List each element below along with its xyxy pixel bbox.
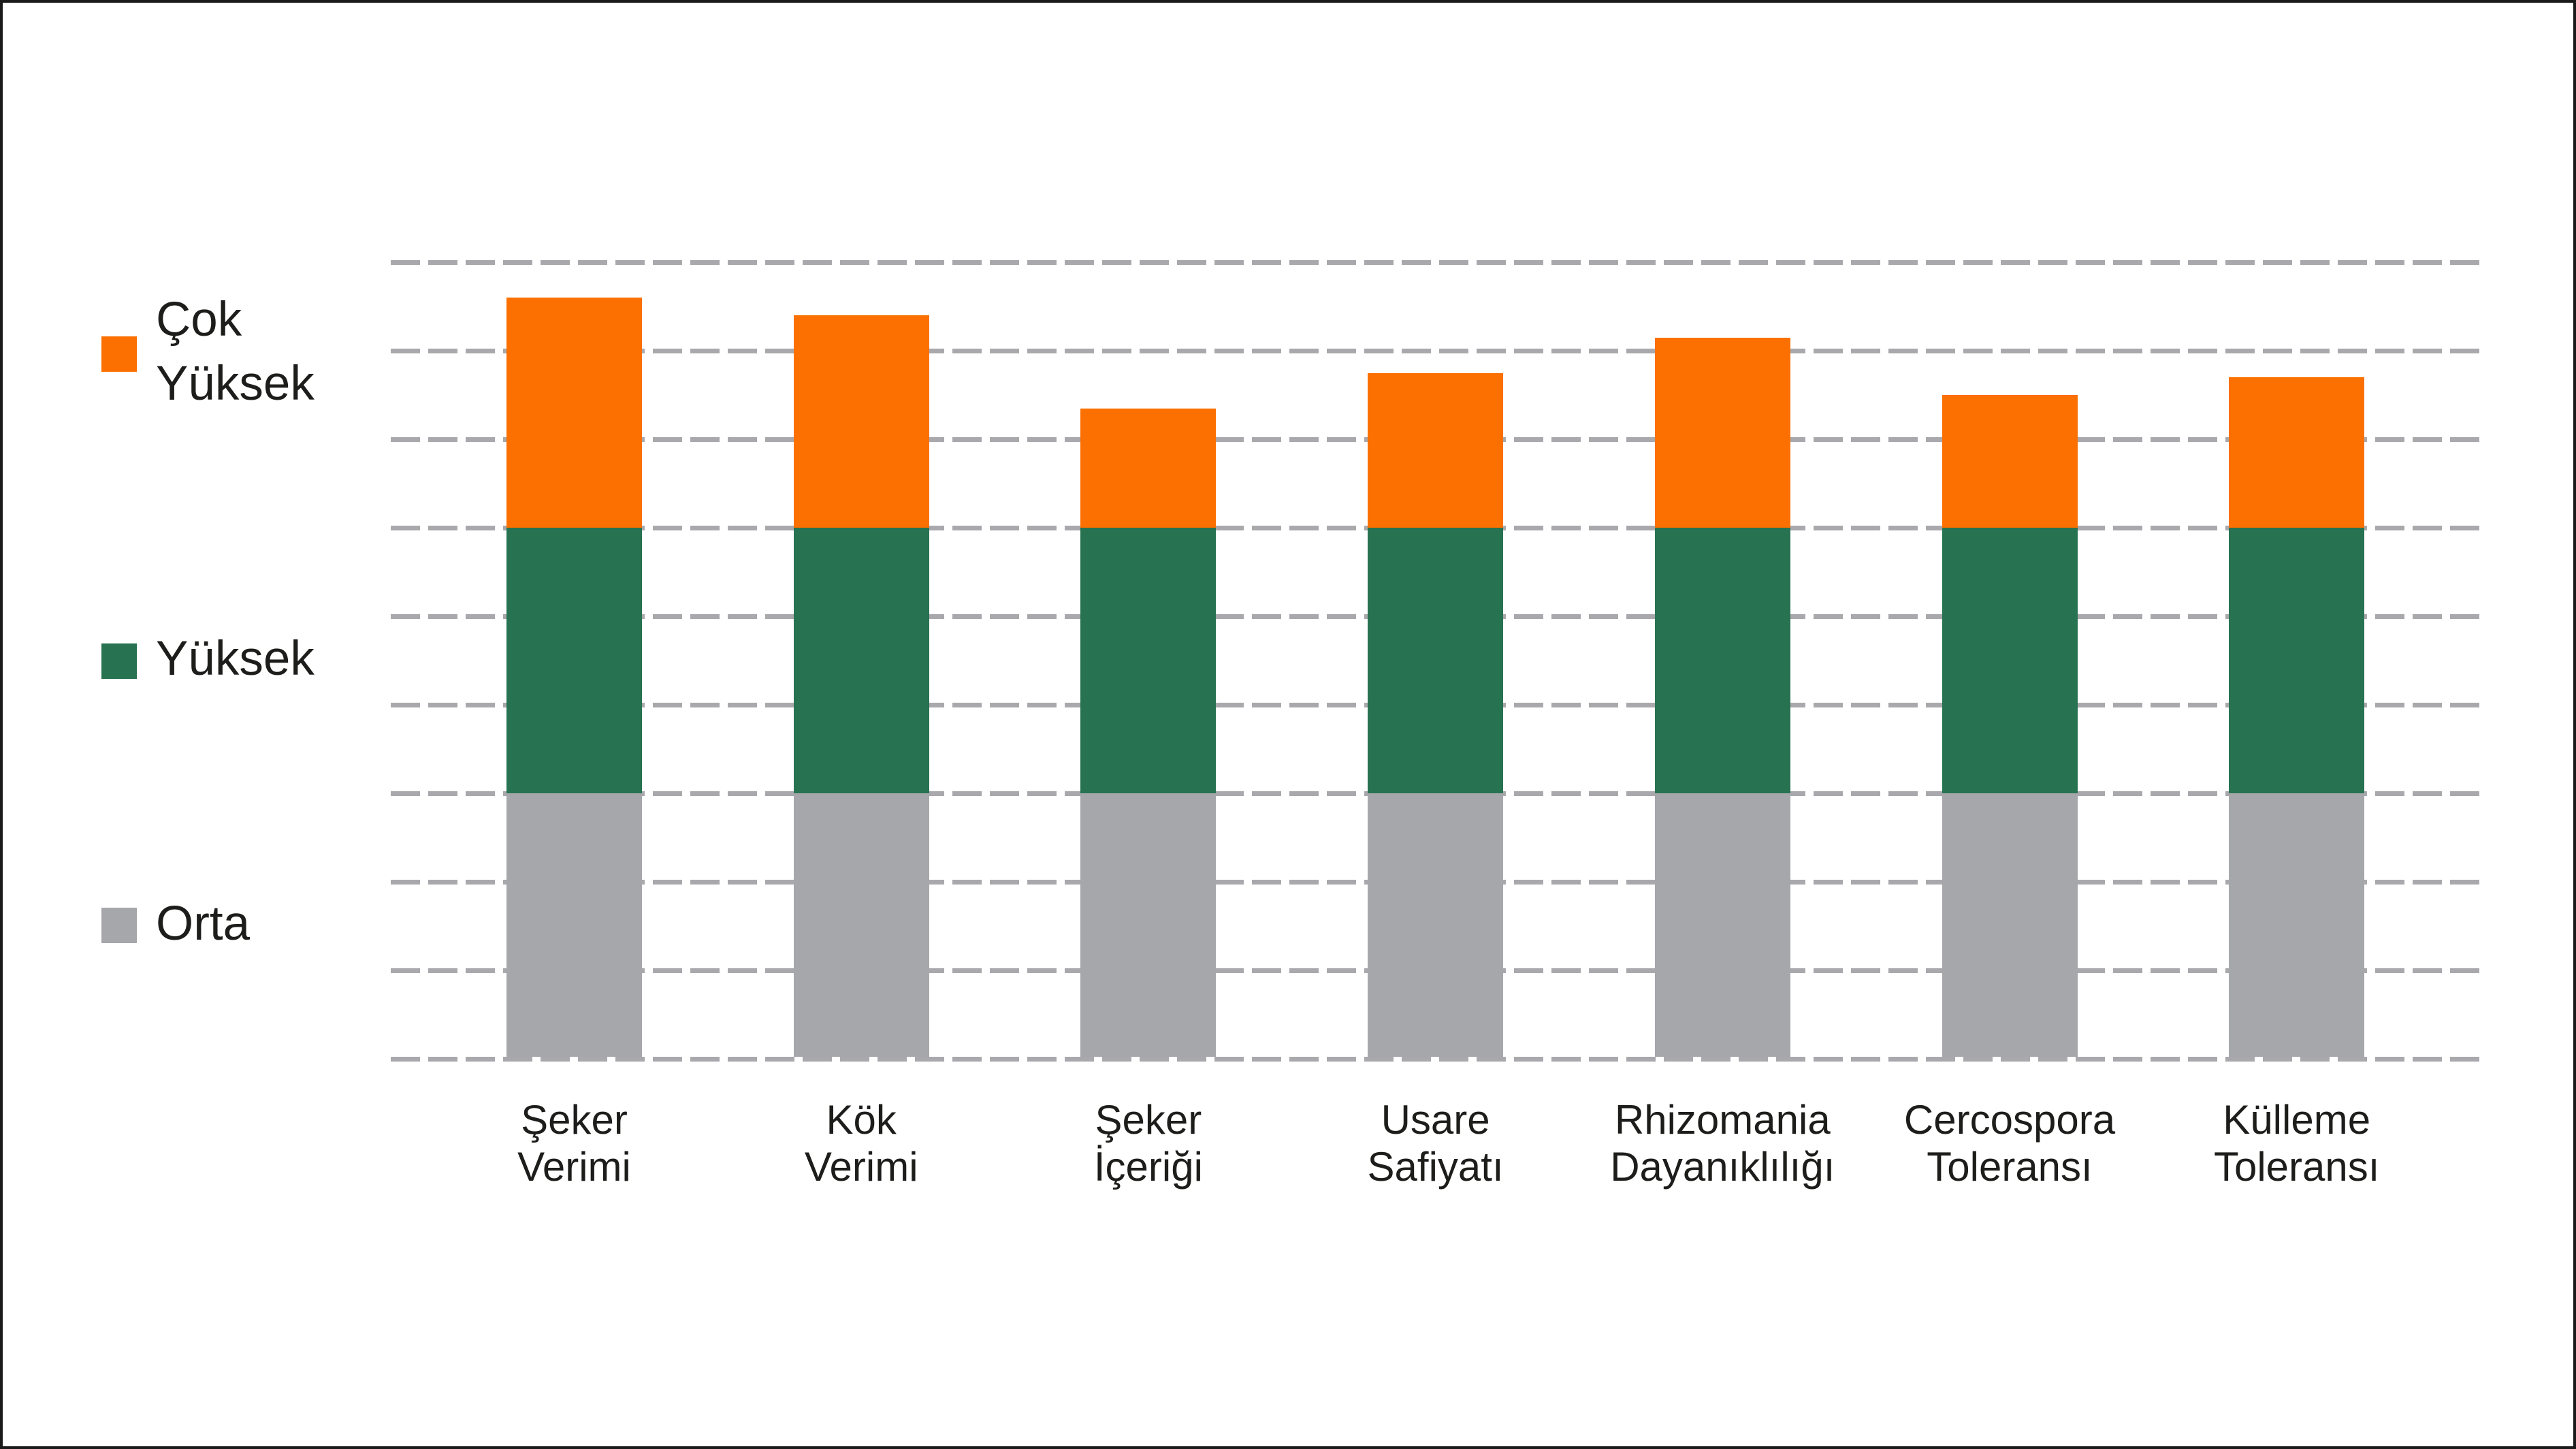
category-label-line: Külleme — [2223, 1097, 2371, 1143]
bar-segment-orta-seker-icerigi — [1080, 793, 1217, 1059]
category-label-line: Toleransı — [2213, 1144, 2380, 1190]
legend-label-line: Orta — [156, 897, 251, 951]
legend-label-yuksek: Yüksek — [156, 627, 315, 691]
category-label-line: Toleransı — [1927, 1144, 2093, 1190]
bar-segment-cok-yuksek-cercospora-toleransi — [1942, 395, 2078, 528]
bar-segment-yuksek-rhizomania-dayanikliligi — [1654, 528, 1790, 793]
category-label-kok-verimi: Kök Verimi — [711, 1096, 1011, 1190]
category-label-line: Usare — [1381, 1097, 1490, 1143]
category-label-seker-verimi: Şeker Verimi — [425, 1096, 724, 1190]
bar-segment-yuksek-cercospora-toleransi — [1942, 528, 2078, 793]
legend-label-line: Çok — [156, 293, 242, 347]
category-label-line: Dayanıklılığı — [1610, 1144, 1835, 1190]
legend-swatch-cok-yuksek — [101, 336, 137, 372]
category-label-usare-safiyati: Usare Safiyatı — [1286, 1096, 1585, 1190]
gridline — [391, 259, 2481, 265]
category-label-line: Şeker — [1095, 1097, 1202, 1143]
bar-segment-orta-kulleme-toleransi — [2229, 793, 2365, 1059]
category-label-line: Rhizomania — [1614, 1097, 1831, 1143]
bar-segment-cok-yuksek-seker-icerigi — [1080, 408, 1217, 528]
legend-label-orta: Orta — [156, 892, 250, 956]
baseline-gridline — [391, 1056, 2481, 1062]
bar-segment-cok-yuksek-rhizomania-dayanikliligi — [1654, 337, 1790, 528]
bar-segment-yuksek-usare-safiyati — [1368, 528, 1504, 793]
bar-segment-orta-kok-verimi — [793, 793, 929, 1059]
category-label-seker-icerigi: Şeker İçeriği — [999, 1096, 1298, 1190]
bar-segment-cok-yuksek-seker-verimi — [506, 298, 642, 528]
bar-segment-orta-cercospora-toleransi — [1942, 793, 2078, 1059]
category-label-line: Verimi — [804, 1144, 918, 1190]
legend-label-cok-yuksek: Çok Yüksek — [156, 288, 315, 416]
bar-segment-cok-yuksek-usare-safiyati — [1368, 372, 1504, 528]
category-label-line: Kök — [826, 1097, 897, 1143]
category-label-line: Cercospora — [1903, 1097, 2116, 1143]
category-label-line: İçeriği — [1093, 1144, 1203, 1190]
category-label-rhizomania-dayanikliligi: Rhizomania Dayanıklılığı — [1573, 1096, 1872, 1190]
bar-segment-yuksek-kulleme-toleransi — [2229, 528, 2365, 793]
category-label-cercospora-toleransi: Cercospora Toleransı — [1860, 1096, 2159, 1190]
bar-segment-yuksek-seker-verimi — [506, 528, 642, 793]
legend-swatch-orta — [101, 908, 137, 943]
bar-segment-orta-usare-safiyati — [1368, 793, 1504, 1059]
category-label-line: Verimi — [517, 1144, 631, 1190]
legend-label-line: Yüksek — [156, 357, 315, 411]
category-label-line: Safiyatı — [1367, 1144, 1504, 1190]
bar-segment-cok-yuksek-kok-verimi — [793, 315, 929, 528]
category-label-kulleme-toleransi: Külleme Toleransı — [2147, 1096, 2447, 1190]
bar-segment-orta-seker-verimi — [506, 793, 642, 1059]
bar-segment-yuksek-seker-icerigi — [1080, 528, 1217, 793]
bar-segment-yuksek-kok-verimi — [793, 528, 929, 793]
bar-segment-cok-yuksek-kulleme-toleransi — [2229, 377, 2365, 528]
gridline — [391, 348, 2481, 353]
bar-segment-orta-rhizomania-dayanikliligi — [1654, 793, 1790, 1059]
legend-swatch-yuksek — [101, 643, 137, 679]
category-label-line: Şeker — [521, 1097, 628, 1143]
legend-label-line: Yüksek — [156, 632, 315, 686]
